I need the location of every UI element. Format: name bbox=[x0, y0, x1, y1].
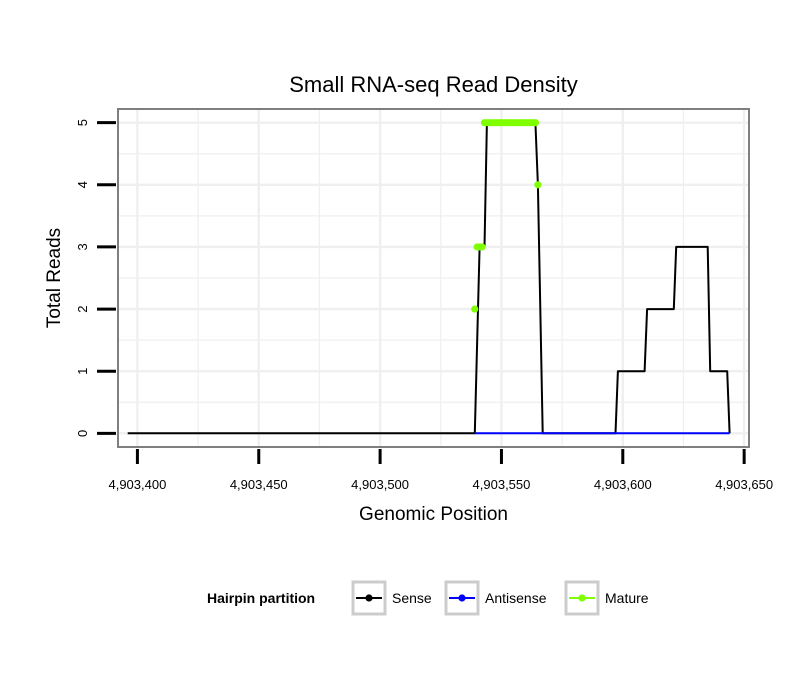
legend-label: Antisense bbox=[485, 590, 547, 606]
legend-key-point bbox=[578, 594, 586, 602]
chart-title: Small RNA-seq Read Density bbox=[289, 72, 578, 97]
y-tick-label: 1 bbox=[75, 368, 90, 375]
x-axis-title: Genomic Position bbox=[359, 504, 508, 525]
x-tick-label: 4,903,650 bbox=[715, 477, 773, 492]
legend-item-antisense: Antisense bbox=[444, 580, 547, 616]
legend-item-mature: Mature bbox=[564, 580, 649, 616]
x-tick-label: 4,903,450 bbox=[230, 477, 288, 492]
legend-key-point bbox=[458, 594, 466, 602]
legend: Hairpin partition Sense Antisense Mature bbox=[207, 580, 649, 616]
x-tick-label: 4,903,550 bbox=[473, 477, 531, 492]
data-point bbox=[531, 119, 540, 127]
data-point bbox=[478, 243, 486, 251]
legend-title: Hairpin partition bbox=[207, 590, 315, 606]
data-point bbox=[534, 181, 542, 189]
x-tick-label: 4,903,500 bbox=[351, 477, 409, 492]
legend-label: Mature bbox=[605, 590, 649, 606]
plot-border bbox=[117, 108, 750, 448]
y-tick-label: 0 bbox=[75, 430, 90, 437]
y-tick-label: 2 bbox=[75, 305, 90, 312]
y-tick-label: 5 bbox=[75, 119, 90, 126]
y-tick-label: 4 bbox=[75, 181, 90, 188]
legend-item-sense: Sense bbox=[351, 580, 432, 616]
data-point bbox=[471, 305, 479, 313]
x-tick-label: 4,903,600 bbox=[594, 477, 652, 492]
x-tick-label: 4,903,400 bbox=[108, 477, 166, 492]
series-points-mature bbox=[471, 119, 542, 313]
legend-label: Sense bbox=[392, 590, 432, 606]
y-tick-label: 3 bbox=[75, 243, 90, 250]
y-axis-title: Total Reads bbox=[44, 228, 65, 328]
legend-key-point bbox=[365, 594, 373, 602]
